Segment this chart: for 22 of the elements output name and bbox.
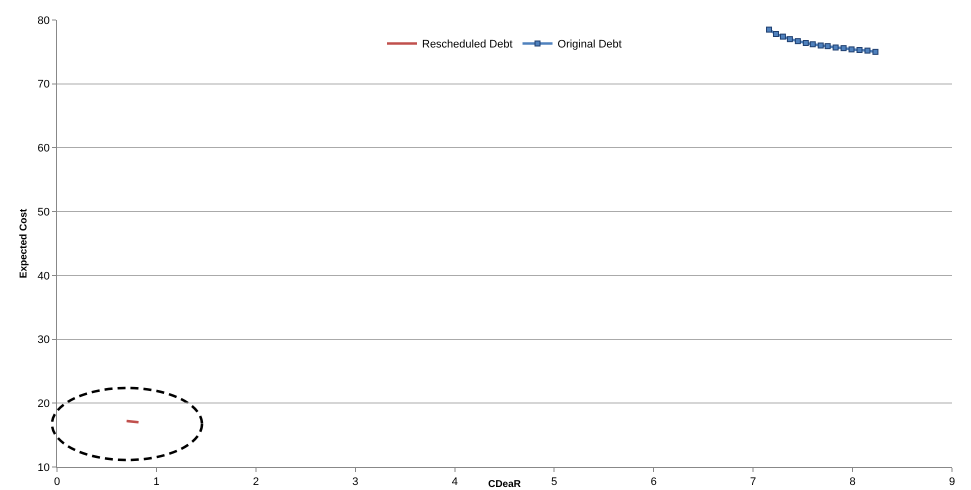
x-tick-label: 9 bbox=[948, 476, 956, 488]
y-tick-label: 40 bbox=[38, 270, 50, 282]
legend-label: Rescheduled Debt bbox=[422, 38, 513, 51]
y-tick-label: 70 bbox=[38, 78, 50, 91]
y-tick-label: 10 bbox=[38, 462, 50, 474]
y-tick-label: 60 bbox=[38, 142, 50, 155]
x-tick-label: 0 bbox=[54, 476, 60, 488]
x-tick-label: 2 bbox=[252, 476, 259, 488]
x-axis-title: CDeaR bbox=[488, 479, 522, 490]
x-tick-label: 4 bbox=[452, 476, 458, 488]
x-tick-label: 7 bbox=[750, 476, 756, 488]
x-tick-label: 6 bbox=[650, 476, 657, 488]
y-tick-label: 20 bbox=[38, 398, 50, 410]
y-tick-label: 50 bbox=[38, 206, 50, 218]
legend-label: Original Debt bbox=[558, 38, 622, 51]
x-tick-label: 5 bbox=[551, 476, 558, 488]
y-axis-title: Expected Cost bbox=[18, 208, 30, 278]
x-tick-label: 1 bbox=[153, 476, 160, 488]
y-tick-label: 80 bbox=[38, 14, 50, 27]
y-tick-label: 30 bbox=[38, 334, 50, 346]
x-tick-label: 8 bbox=[849, 476, 856, 488]
x-tick-label: 3 bbox=[352, 476, 358, 488]
